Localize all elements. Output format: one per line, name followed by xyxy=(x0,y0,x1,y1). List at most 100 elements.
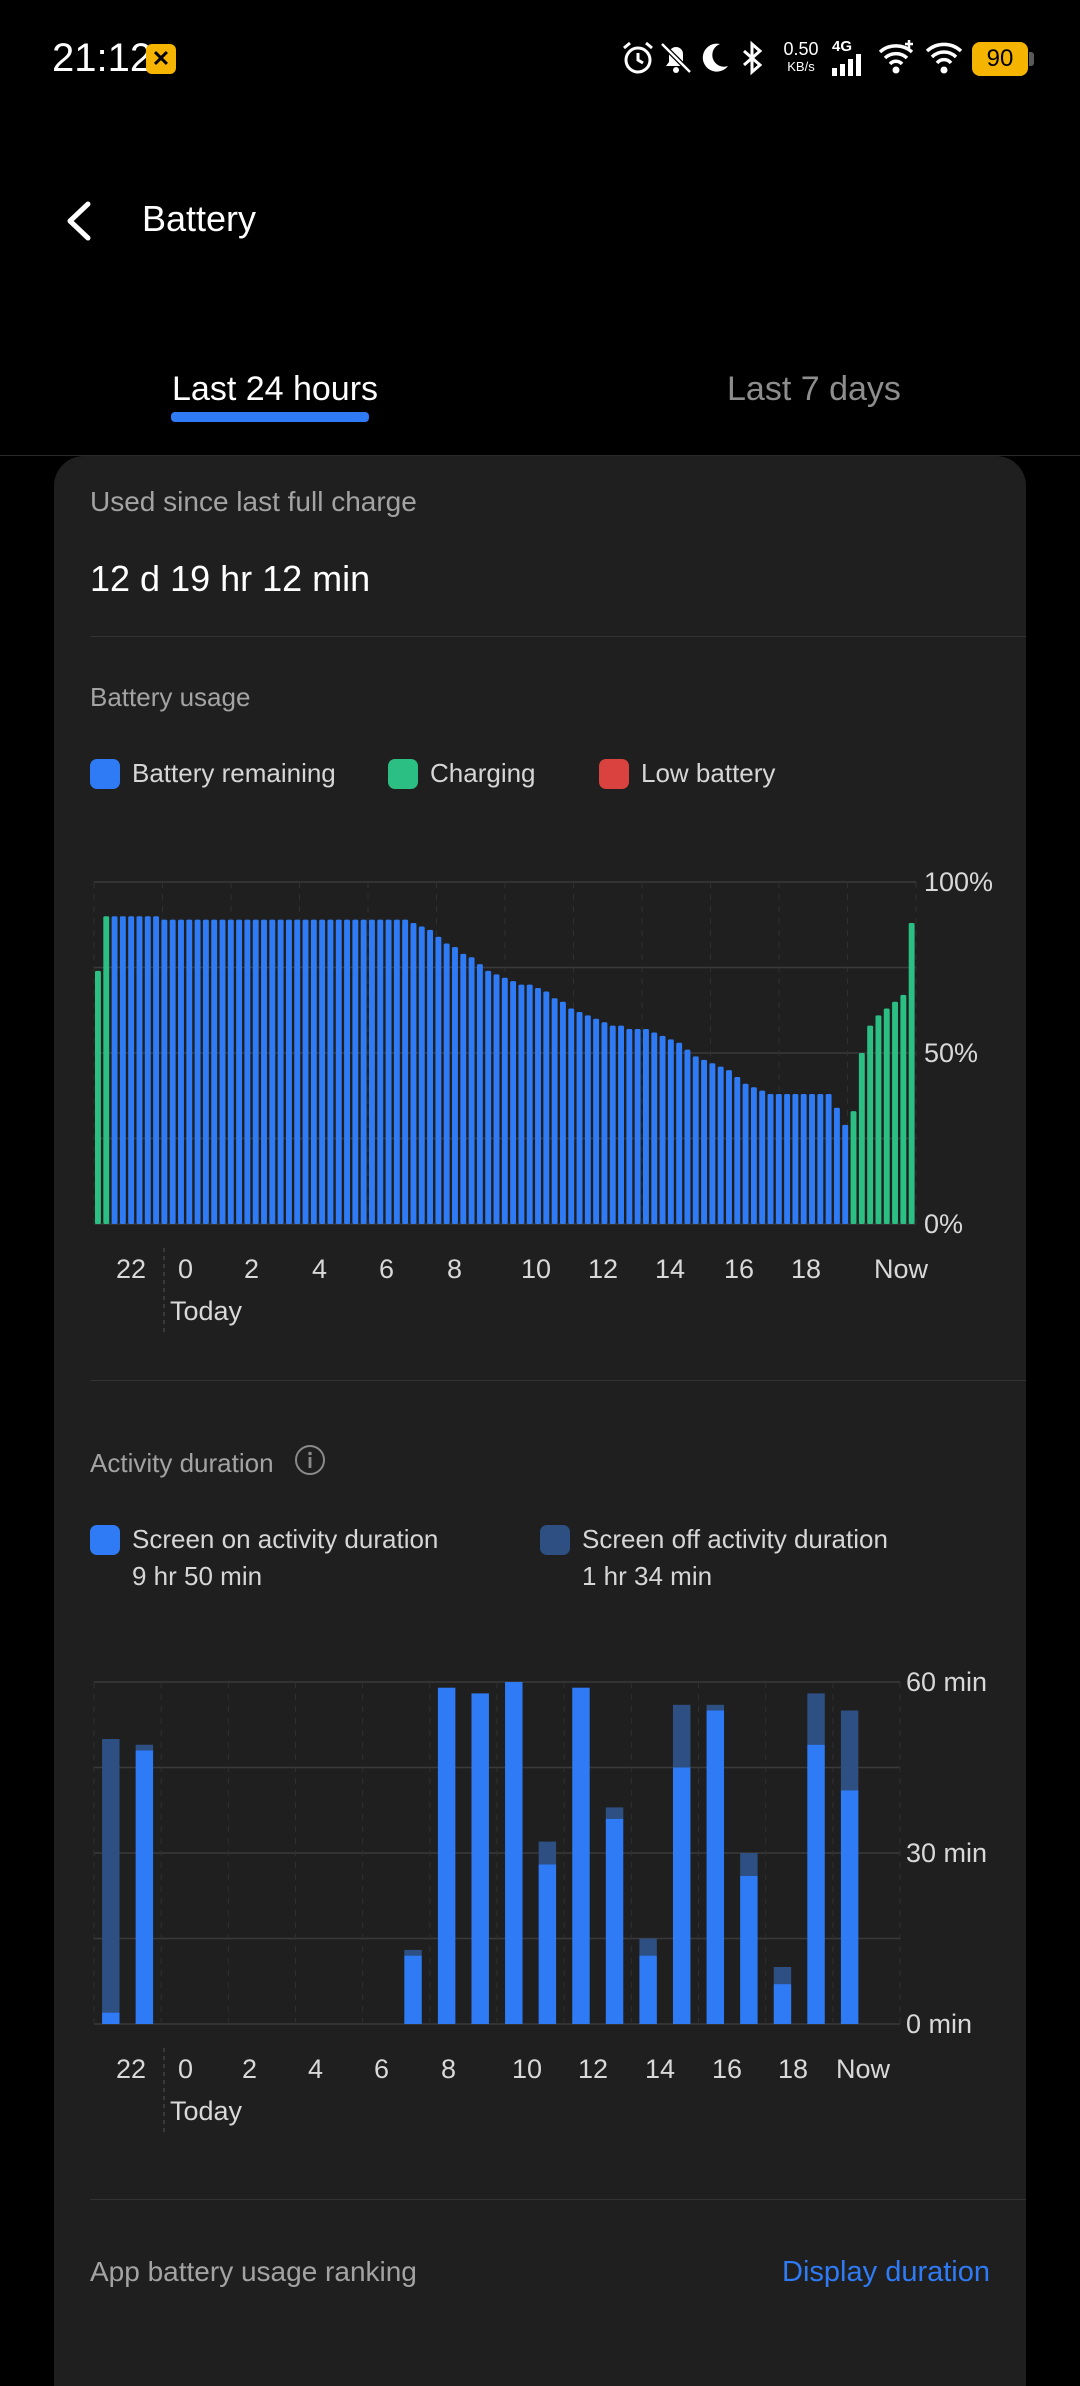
battery-level-bar xyxy=(833,1107,840,1224)
battery-level-bar xyxy=(252,919,259,1224)
battery-usage-title: Battery usage xyxy=(90,682,251,712)
battery-level-bar xyxy=(618,1025,624,1224)
info-icon[interactable] xyxy=(294,1444,326,1476)
battery-level-bar xyxy=(684,1049,691,1224)
battery-level-bar xyxy=(609,1025,616,1224)
x-tick-label: 0 xyxy=(178,1254,193,1284)
battery-level-bar xyxy=(659,1035,666,1224)
wifi-icon xyxy=(925,42,963,74)
battery-level-bar xyxy=(435,936,442,1224)
x-tick-label: 6 xyxy=(379,1254,394,1284)
battery-level-bar xyxy=(144,916,151,1224)
screen-off-bar xyxy=(135,1744,154,1751)
battery-level-bar xyxy=(128,916,135,1224)
screen-on-bar xyxy=(437,1687,456,2024)
net-speed-unit: KB/s xyxy=(787,59,815,74)
screen-on-bar xyxy=(538,1864,557,2024)
x-tick-label: 12 xyxy=(578,2054,608,2084)
screen-on-bar xyxy=(672,1767,691,2024)
battery-level-bar xyxy=(227,919,234,1224)
x-tick-label: Now xyxy=(836,2054,891,2084)
battery-level-bar xyxy=(651,1032,658,1224)
battery-level-bar xyxy=(443,943,450,1224)
legend-battery-remaining: Battery remaining xyxy=(90,758,336,789)
battery-level-bar xyxy=(452,946,458,1224)
tab-last-7-days[interactable]: Last 7 days xyxy=(727,370,901,408)
moon-icon xyxy=(702,43,728,72)
battery-level-bar xyxy=(775,1094,782,1224)
battery-level-bar xyxy=(219,919,226,1224)
battery-level-bar xyxy=(402,919,409,1224)
alarm-icon xyxy=(623,41,653,74)
summary-value: 12 d 19 hr 12 min xyxy=(90,558,371,599)
battery-level-bar xyxy=(809,1094,815,1224)
screen-off-bar xyxy=(773,1967,792,1985)
legend-label: Charging xyxy=(430,758,536,788)
battery-level-bar xyxy=(476,964,483,1224)
battery-level-bar xyxy=(510,981,517,1224)
x-tick-label: 8 xyxy=(441,2054,456,2084)
battery-level-bar xyxy=(360,919,367,1224)
battery-level-bar xyxy=(410,923,417,1224)
battery-level-bar xyxy=(302,919,309,1224)
battery-level-bar xyxy=(418,926,425,1224)
battery-level-bar xyxy=(792,1094,799,1224)
screen-off-bar xyxy=(639,1938,657,1956)
x-tick-label: Now xyxy=(874,1254,929,1284)
battery-level-bar xyxy=(352,919,359,1224)
activity-duration-chart[interactable]: 60 min 30 min 0 min 22 0 2 4 6 8 10 12 14 16 18 Now Tod… xyxy=(54,1636,1026,2196)
tab-last-24-hours[interactable]: Last 24 hours xyxy=(172,370,379,408)
battery-usage-chart[interactable]: 100% 50% 0% 22 0 2 4 6 8 10 12 14 16 18 Now Today xyxy=(54,836,1026,1396)
bluetooth-icon xyxy=(743,40,763,76)
y-tick-label: 60 min xyxy=(906,1667,987,1697)
y-tick-label: 0% xyxy=(924,1209,963,1239)
battery-level-bar xyxy=(393,919,400,1224)
legend-swatch xyxy=(90,759,120,789)
screen-off-bar xyxy=(605,1807,624,1819)
battery-level-bar xyxy=(460,953,467,1224)
battery-level-bar xyxy=(867,1025,874,1224)
battery-level-bar xyxy=(261,919,267,1224)
x-tick-label: 10 xyxy=(521,1254,551,1284)
battery-level-bar xyxy=(626,1029,633,1224)
display-duration-link[interactable]: Display duration xyxy=(782,2256,990,2288)
screen-off-duration: 1 hr 34 min xyxy=(582,1561,713,1591)
legend-swatch xyxy=(388,759,418,789)
x-tick-label: 6 xyxy=(374,2054,389,2084)
battery-level-bar xyxy=(310,919,317,1224)
back-arrow-icon[interactable] xyxy=(60,198,100,244)
screen-on-bar xyxy=(505,1682,523,2024)
x-tick-label: 2 xyxy=(242,2054,257,2084)
legend-label: Screen on activity duration xyxy=(132,1524,439,1554)
battery-level-bar xyxy=(543,991,550,1224)
battery-level-bar xyxy=(634,1029,641,1224)
battery-level-bar xyxy=(277,919,284,1224)
today-label: Today xyxy=(170,1296,243,1326)
legend-screen-off: Screen off activity duration 1 hr 34 min xyxy=(540,1524,888,1592)
screen-off-bar xyxy=(102,1739,120,2013)
battery-level-bar xyxy=(726,1070,732,1224)
legend-swatch xyxy=(599,759,629,789)
battery-level-bar xyxy=(568,1008,575,1224)
battery-level-bar xyxy=(709,1063,716,1224)
x-tick-label: 2 xyxy=(244,1254,259,1284)
x-tick-label: 22 xyxy=(116,2054,146,2084)
divider xyxy=(90,1380,1026,1381)
battery-level-bar xyxy=(485,970,492,1224)
legend-low-battery: Low battery xyxy=(599,758,775,789)
battery-level-bar xyxy=(593,1018,600,1224)
battery-level-bar xyxy=(335,919,342,1224)
battery-level-bar xyxy=(493,974,500,1224)
x-tick-label: 16 xyxy=(724,1254,754,1284)
screen-off-bar xyxy=(538,1841,557,1865)
status-time: 21:12 xyxy=(52,36,153,80)
x-tick-label: 8 xyxy=(447,1254,462,1284)
wifi-plus-icon xyxy=(878,40,914,74)
x-tick-label: 14 xyxy=(645,2054,675,2084)
battery-level-bar xyxy=(584,1015,591,1224)
x-tick-label: 18 xyxy=(778,2054,808,2084)
x-tick-label: 10 xyxy=(512,2054,542,2084)
battery-level-bar xyxy=(676,1042,683,1224)
screen-on-bar xyxy=(639,1955,657,2024)
screen-on-bar xyxy=(807,1744,825,2024)
